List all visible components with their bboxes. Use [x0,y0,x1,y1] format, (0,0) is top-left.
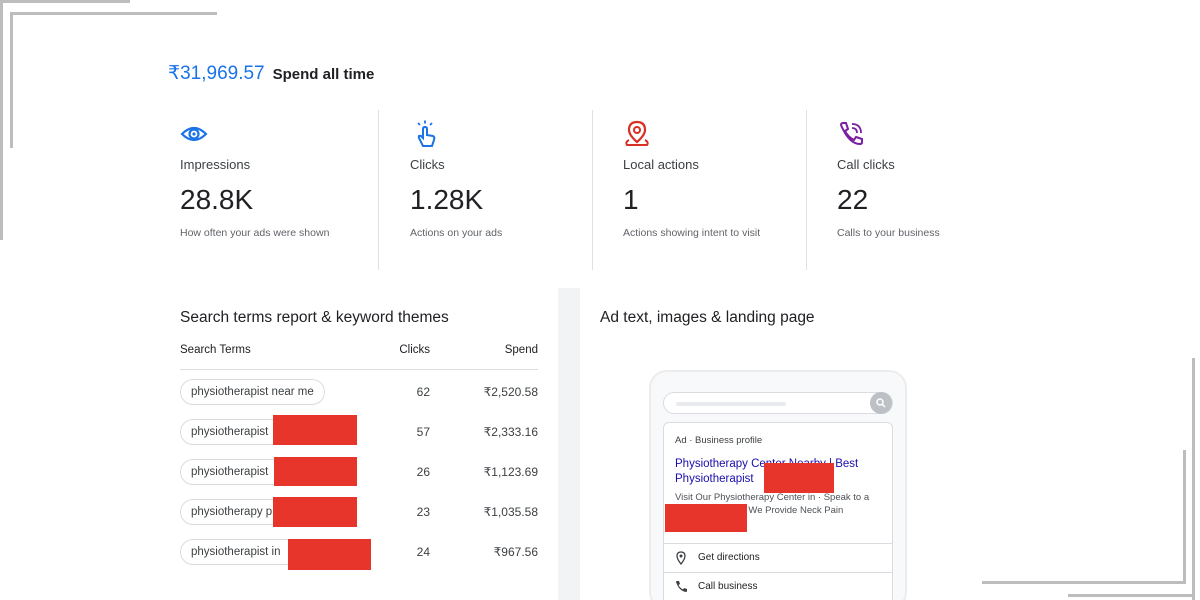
search-bar [663,392,893,414]
metric-call-clicks: Call clicks 22 Calls to your business [806,110,1020,270]
metric-value: 1.28K [410,184,484,215]
metric-description: Actions on your ads [410,227,503,239]
clicks-value: 24 [416,545,430,559]
redaction-mark [273,497,357,527]
get-directions-button[interactable]: Get directions [664,543,892,572]
search-icon [876,398,886,408]
eye-icon [180,126,208,142]
spend-value: ₹1,035.58 [483,505,538,519]
spend-value: ₹2,520.58 [483,385,538,399]
metric-description: Calls to your business [837,227,940,239]
card-title: Search terms report & keyword themes [180,309,449,326]
redaction-mark [273,415,357,445]
table-row[interactable]: physiotherapist near me 62 ₹2,520.58 [180,372,538,412]
metric-label: Impressions [180,157,251,172]
phone-call-icon [839,122,863,146]
metric-label: Clicks [410,157,445,172]
clicks-value: 62 [416,385,430,399]
metric-value: 22 [837,184,869,215]
metric-local-actions: Local actions 1 Actions showing intent t… [592,110,806,270]
location-pin-icon [676,551,686,565]
tap-icon [417,120,436,147]
clicks-value: 23 [416,505,430,519]
table-row[interactable]: physiotherapist 26 ₹1,123.69 [180,452,538,492]
table-row[interactable]: physiotherapist 57 ₹2,333.16 [180,412,538,452]
metric-label: Call clicks [837,157,895,172]
spend-value: ₹967.56 [493,545,538,559]
frame-line [10,12,13,148]
search-placeholder [676,402,786,406]
get-directions-label: Get directions [698,552,760,563]
metric-description: Actions showing intent to visit [623,227,761,239]
location-pin-icon [625,120,649,146]
redaction-mark [274,457,357,486]
spend-value: ₹2,333.16 [483,425,538,439]
column-header-spend: Spend [504,344,538,356]
frame-line [10,12,217,15]
ad-preview-card: Ad text, images & landing page Ad · Busi… [580,288,980,600]
clicks-value: 57 [416,425,430,439]
redaction-mark [764,463,834,493]
table-header: Search Terms Clicks Spend [180,344,538,370]
search-terms-card: Search terms report & keyword themes Sea… [160,288,558,600]
metric-impressions: Impressions 28.8K How often your ads wer… [168,110,382,270]
clicks-value: 26 [416,465,430,479]
card-title: Ad text, images & landing page [600,309,815,326]
metric-description: How often your ads were shown [180,227,330,239]
metric-value: 1 [623,184,639,215]
spend-label: Spend all time [272,66,375,83]
spend-amount: ₹31,969.57 [168,63,265,84]
column-header-clicks: Clicks [399,344,430,356]
frame-line [1183,450,1186,584]
frame-line [0,0,130,3]
metric-label: Local actions [623,157,699,172]
table-row[interactable]: physiotherapy p 23 ₹1,035.58 [180,492,538,532]
table-row[interactable]: physiotherapist in 24 ₹967.56 [180,532,538,572]
call-business-label: Call business [698,581,758,592]
frame-line [1192,358,1195,600]
redaction-mark [665,504,747,532]
ad-card: Ad · Business profile Physiotherapy Cent… [663,422,893,600]
call-business-button[interactable]: Call business [664,572,892,600]
spend-value: ₹1,123.69 [483,465,538,479]
frame-line [1068,594,1195,597]
metric-clicks: Clicks 1.28K Actions on your ads [378,110,592,270]
frame-line [0,0,3,240]
phone-icon [676,581,687,592]
ad-tag: Ad · Business profile [675,435,763,446]
redaction-mark [288,539,371,570]
panel-divider [558,288,580,600]
column-header-search-terms: Search Terms [180,344,251,356]
search-term-chip[interactable]: physiotherapist near me [180,379,325,405]
total-spend: ₹31,969.57 Spend all time [168,62,374,85]
search-button [870,392,892,414]
metric-value: 28.8K [180,184,254,215]
frame-line [982,581,1186,584]
phone-mockup: Ad · Business profile Physiotherapy Cent… [649,370,907,600]
